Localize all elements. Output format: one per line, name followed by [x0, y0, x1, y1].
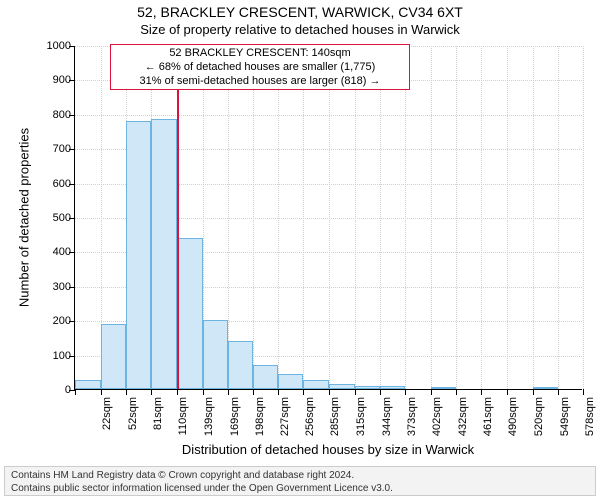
x-tick — [355, 389, 356, 395]
x-tick — [558, 389, 559, 395]
x-tick-label: 22sqm — [101, 395, 113, 447]
histogram-bar — [278, 374, 303, 389]
attribution-line-2: Contains public sector information licen… — [11, 482, 589, 495]
histogram-bar — [329, 384, 354, 389]
attribution-line-1: Contains HM Land Registry data © Crown c… — [11, 469, 589, 482]
x-tick-label: 461sqm — [482, 395, 494, 447]
x-tick — [481, 389, 482, 395]
x-tick-label: 52sqm — [127, 395, 139, 447]
gridline-vertical — [303, 46, 305, 389]
histogram-bar — [75, 380, 101, 389]
x-tick-label: 256sqm — [304, 395, 316, 447]
x-tick — [405, 389, 406, 395]
y-tick-label: 300 — [31, 281, 75, 293]
x-tick-label: 227sqm — [279, 395, 291, 447]
gridline-vertical — [253, 46, 255, 389]
x-tick-label: 110sqm — [177, 395, 189, 447]
x-tick-label: 578sqm — [584, 395, 596, 447]
gridline-vertical — [507, 46, 509, 389]
gridline-vertical — [456, 46, 458, 389]
histogram-bar — [355, 386, 380, 389]
y-tick-label: 700 — [31, 143, 75, 155]
histogram-bar — [303, 380, 329, 389]
x-tick — [533, 389, 534, 395]
y-tick-label: 600 — [31, 178, 75, 190]
annotation-line-2: ← 68% of detached houses are smaller (1,… — [115, 61, 405, 75]
x-tick — [126, 389, 127, 395]
histogram-bar — [253, 365, 278, 389]
attribution: Contains HM Land Registry data © Crown c… — [4, 466, 596, 496]
x-tick — [329, 389, 330, 395]
x-tick-label: 169sqm — [229, 395, 241, 447]
x-tick-label: 315sqm — [355, 395, 367, 447]
x-tick — [203, 389, 204, 395]
x-tick — [278, 389, 279, 395]
histogram-bar — [177, 238, 203, 389]
y-tick-label: 200 — [31, 315, 75, 327]
x-tick — [507, 389, 508, 395]
x-tick-label: 520sqm — [533, 395, 545, 447]
x-tick-label: 490sqm — [507, 395, 519, 447]
x-axis-label: Distribution of detached houses by size … — [74, 442, 582, 457]
gridline-vertical — [431, 46, 433, 389]
gridline-vertical — [380, 46, 382, 389]
gridline-vertical — [533, 46, 535, 389]
x-tick — [303, 389, 304, 395]
histogram-bar — [228, 341, 253, 389]
gridline-vertical — [583, 46, 585, 389]
x-tick — [177, 389, 178, 395]
x-tick — [456, 389, 457, 395]
page-title: 52, BRACKLEY CRESCENT, WARWICK, CV34 6XT — [0, 4, 600, 20]
gridline-vertical — [278, 46, 280, 389]
y-tick-label: 100 — [31, 350, 75, 362]
x-tick-label: 402sqm — [431, 395, 443, 447]
histogram-bar — [151, 119, 176, 389]
gridline-vertical — [329, 46, 331, 389]
x-tick — [431, 389, 432, 395]
gridline-vertical — [481, 46, 483, 389]
x-tick — [151, 389, 152, 395]
x-tick-label: 549sqm — [559, 395, 571, 447]
x-tick-label: 373sqm — [406, 395, 418, 447]
gridline-vertical — [228, 46, 230, 389]
page-subtitle: Size of property relative to detached ho… — [0, 22, 600, 37]
y-tick-label: 1000 — [31, 40, 75, 52]
histogram-bar — [101, 324, 126, 389]
x-tick-label: 432sqm — [457, 395, 469, 447]
y-tick-label: 0 — [31, 384, 75, 396]
histogram-bar — [126, 121, 151, 389]
annotation-box: 52 BRACKLEY CRESCENT: 140sqm ← 68% of de… — [110, 44, 410, 90]
annotation-line-1: 52 BRACKLEY CRESCENT: 140sqm — [115, 47, 405, 61]
gridline-vertical — [558, 46, 560, 389]
x-tick-label: 344sqm — [381, 395, 393, 447]
marker-line — [177, 46, 179, 389]
y-axis-label: Number of detached properties — [17, 98, 32, 338]
y-tick-label: 900 — [31, 74, 75, 86]
x-tick — [75, 389, 76, 395]
histogram-bar — [203, 320, 228, 389]
y-tick-label: 400 — [31, 246, 75, 258]
y-tick-label: 500 — [31, 212, 75, 224]
x-tick-label: 81sqm — [152, 395, 164, 447]
plot-area: 0100200300400500600700800900100022sqm52s… — [74, 46, 582, 390]
x-tick-label: 139sqm — [203, 395, 215, 447]
x-tick — [228, 389, 229, 395]
x-tick-label: 198sqm — [254, 395, 266, 447]
x-tick — [253, 389, 254, 395]
annotation-line-3: 31% of semi-detached houses are larger (… — [115, 75, 405, 89]
gridline-vertical — [405, 46, 407, 389]
histogram-bar — [380, 386, 405, 389]
gridline-vertical — [355, 46, 357, 389]
x-tick — [380, 389, 381, 395]
x-tick — [583, 389, 584, 395]
figure: { "header": { "title": "52, BRACKLEY CRE… — [0, 0, 600, 500]
x-tick-label: 285sqm — [329, 395, 341, 447]
y-tick-label: 800 — [31, 109, 75, 121]
histogram-bar — [431, 387, 456, 389]
histogram-bar — [533, 387, 558, 389]
x-tick — [101, 389, 102, 395]
